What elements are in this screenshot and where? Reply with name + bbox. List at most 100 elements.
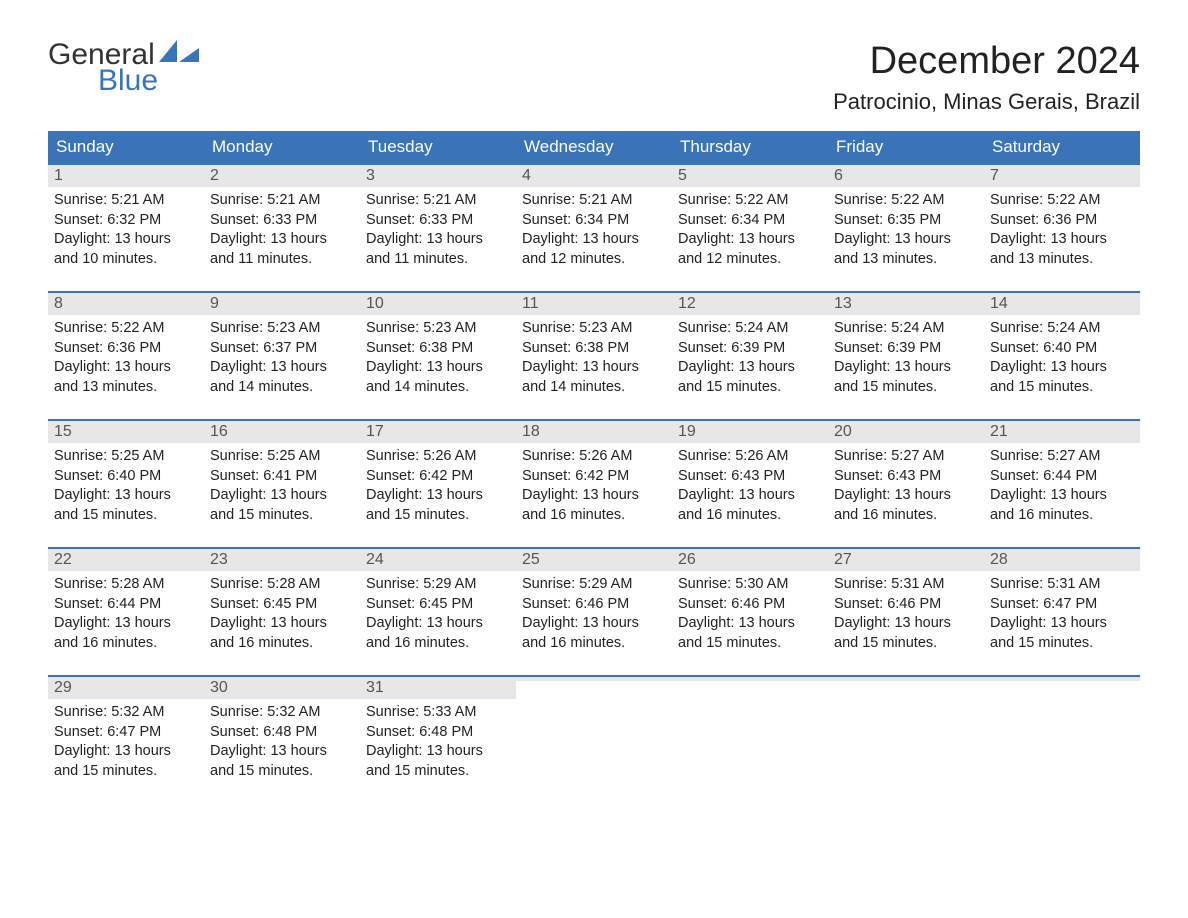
day-number: 5 (672, 165, 828, 187)
day-cell: 8Sunrise: 5:22 AM Sunset: 6:36 PM Daylig… (48, 293, 204, 405)
title-block: December 2024 Patrocinio, Minas Gerais, … (833, 40, 1140, 115)
day-header: Thursday (672, 131, 828, 163)
day-number: 4 (516, 165, 672, 187)
day-cell (672, 677, 828, 789)
day-body: Sunrise: 5:33 AM Sunset: 6:48 PM Dayligh… (360, 699, 516, 787)
day-cell: 18Sunrise: 5:26 AM Sunset: 6:42 PM Dayli… (516, 421, 672, 533)
day-body: Sunrise: 5:21 AM Sunset: 6:32 PM Dayligh… (48, 187, 204, 275)
day-body: Sunrise: 5:32 AM Sunset: 6:47 PM Dayligh… (48, 699, 204, 787)
day-cell (828, 677, 984, 789)
day-body: Sunrise: 5:23 AM Sunset: 6:37 PM Dayligh… (204, 315, 360, 403)
day-number: 16 (204, 421, 360, 443)
day-number: 20 (828, 421, 984, 443)
day-number: 29 (48, 677, 204, 699)
day-number (984, 677, 1140, 681)
day-number: 23 (204, 549, 360, 571)
day-body: Sunrise: 5:31 AM Sunset: 6:47 PM Dayligh… (984, 571, 1140, 659)
day-number: 26 (672, 549, 828, 571)
day-header: Sunday (48, 131, 204, 163)
day-cell: 28Sunrise: 5:31 AM Sunset: 6:47 PM Dayli… (984, 549, 1140, 661)
day-cell: 16Sunrise: 5:25 AM Sunset: 6:41 PM Dayli… (204, 421, 360, 533)
day-body: Sunrise: 5:23 AM Sunset: 6:38 PM Dayligh… (360, 315, 516, 403)
day-cell: 4Sunrise: 5:21 AM Sunset: 6:34 PM Daylig… (516, 165, 672, 277)
day-number: 9 (204, 293, 360, 315)
day-cell: 25Sunrise: 5:29 AM Sunset: 6:46 PM Dayli… (516, 549, 672, 661)
day-body: Sunrise: 5:29 AM Sunset: 6:46 PM Dayligh… (516, 571, 672, 659)
week-row: 1Sunrise: 5:21 AM Sunset: 6:32 PM Daylig… (48, 163, 1140, 277)
day-number: 10 (360, 293, 516, 315)
day-body: Sunrise: 5:24 AM Sunset: 6:39 PM Dayligh… (828, 315, 984, 403)
day-cell: 2Sunrise: 5:21 AM Sunset: 6:33 PM Daylig… (204, 165, 360, 277)
day-body: Sunrise: 5:21 AM Sunset: 6:34 PM Dayligh… (516, 187, 672, 275)
day-number: 3 (360, 165, 516, 187)
logo: General Blue (48, 40, 199, 96)
day-body: Sunrise: 5:30 AM Sunset: 6:46 PM Dayligh… (672, 571, 828, 659)
day-body: Sunrise: 5:29 AM Sunset: 6:45 PM Dayligh… (360, 571, 516, 659)
day-number: 17 (360, 421, 516, 443)
day-body: Sunrise: 5:28 AM Sunset: 6:45 PM Dayligh… (204, 571, 360, 659)
day-body: Sunrise: 5:26 AM Sunset: 6:42 PM Dayligh… (516, 443, 672, 531)
day-number (828, 677, 984, 681)
day-number (516, 677, 672, 681)
day-number: 15 (48, 421, 204, 443)
logo-text-blue: Blue (98, 66, 199, 96)
week-row: 8Sunrise: 5:22 AM Sunset: 6:36 PM Daylig… (48, 291, 1140, 405)
day-body: Sunrise: 5:24 AM Sunset: 6:39 PM Dayligh… (672, 315, 828, 403)
day-body: Sunrise: 5:25 AM Sunset: 6:41 PM Dayligh… (204, 443, 360, 531)
day-cell: 15Sunrise: 5:25 AM Sunset: 6:40 PM Dayli… (48, 421, 204, 533)
week-row: 29Sunrise: 5:32 AM Sunset: 6:47 PM Dayli… (48, 675, 1140, 789)
day-number: 12 (672, 293, 828, 315)
day-cell: 11Sunrise: 5:23 AM Sunset: 6:38 PM Dayli… (516, 293, 672, 405)
day-body: Sunrise: 5:22 AM Sunset: 6:36 PM Dayligh… (48, 315, 204, 403)
day-body: Sunrise: 5:27 AM Sunset: 6:44 PM Dayligh… (984, 443, 1140, 531)
day-number: 2 (204, 165, 360, 187)
day-cell: 22Sunrise: 5:28 AM Sunset: 6:44 PM Dayli… (48, 549, 204, 661)
day-cell: 24Sunrise: 5:29 AM Sunset: 6:45 PM Dayli… (360, 549, 516, 661)
day-body: Sunrise: 5:23 AM Sunset: 6:38 PM Dayligh… (516, 315, 672, 403)
day-number: 30 (204, 677, 360, 699)
day-number: 22 (48, 549, 204, 571)
day-cell: 9Sunrise: 5:23 AM Sunset: 6:37 PM Daylig… (204, 293, 360, 405)
month-title: December 2024 (833, 40, 1140, 83)
day-header: Tuesday (360, 131, 516, 163)
day-cell: 31Sunrise: 5:33 AM Sunset: 6:48 PM Dayli… (360, 677, 516, 789)
day-number: 11 (516, 293, 672, 315)
day-number: 14 (984, 293, 1140, 315)
day-cell: 26Sunrise: 5:30 AM Sunset: 6:46 PM Dayli… (672, 549, 828, 661)
day-cell: 29Sunrise: 5:32 AM Sunset: 6:47 PM Dayli… (48, 677, 204, 789)
day-body: Sunrise: 5:21 AM Sunset: 6:33 PM Dayligh… (204, 187, 360, 275)
day-body: Sunrise: 5:26 AM Sunset: 6:42 PM Dayligh… (360, 443, 516, 531)
day-number: 7 (984, 165, 1140, 187)
day-cell: 27Sunrise: 5:31 AM Sunset: 6:46 PM Dayli… (828, 549, 984, 661)
day-number: 21 (984, 421, 1140, 443)
day-body: Sunrise: 5:25 AM Sunset: 6:40 PM Dayligh… (48, 443, 204, 531)
day-body: Sunrise: 5:26 AM Sunset: 6:43 PM Dayligh… (672, 443, 828, 531)
day-header: Wednesday (516, 131, 672, 163)
day-number: 27 (828, 549, 984, 571)
day-cell: 5Sunrise: 5:22 AM Sunset: 6:34 PM Daylig… (672, 165, 828, 277)
day-cell: 20Sunrise: 5:27 AM Sunset: 6:43 PM Dayli… (828, 421, 984, 533)
day-header: Saturday (984, 131, 1140, 163)
day-cell: 30Sunrise: 5:32 AM Sunset: 6:48 PM Dayli… (204, 677, 360, 789)
day-cell (984, 677, 1140, 789)
day-header: Friday (828, 131, 984, 163)
day-cell: 13Sunrise: 5:24 AM Sunset: 6:39 PM Dayli… (828, 293, 984, 405)
day-cell: 10Sunrise: 5:23 AM Sunset: 6:38 PM Dayli… (360, 293, 516, 405)
week-row: 22Sunrise: 5:28 AM Sunset: 6:44 PM Dayli… (48, 547, 1140, 661)
header: General Blue December 2024 Patrocinio, M… (48, 40, 1140, 115)
day-body: Sunrise: 5:27 AM Sunset: 6:43 PM Dayligh… (828, 443, 984, 531)
day-number: 25 (516, 549, 672, 571)
sail-icon (159, 40, 199, 68)
day-cell (516, 677, 672, 789)
day-cell: 1Sunrise: 5:21 AM Sunset: 6:32 PM Daylig… (48, 165, 204, 277)
day-number (672, 677, 828, 681)
day-number: 18 (516, 421, 672, 443)
day-cell: 12Sunrise: 5:24 AM Sunset: 6:39 PM Dayli… (672, 293, 828, 405)
day-cell: 23Sunrise: 5:28 AM Sunset: 6:45 PM Dayli… (204, 549, 360, 661)
day-number: 8 (48, 293, 204, 315)
day-cell: 6Sunrise: 5:22 AM Sunset: 6:35 PM Daylig… (828, 165, 984, 277)
day-body: Sunrise: 5:22 AM Sunset: 6:36 PM Dayligh… (984, 187, 1140, 275)
day-body: Sunrise: 5:22 AM Sunset: 6:34 PM Dayligh… (672, 187, 828, 275)
day-body: Sunrise: 5:28 AM Sunset: 6:44 PM Dayligh… (48, 571, 204, 659)
day-cell: 14Sunrise: 5:24 AM Sunset: 6:40 PM Dayli… (984, 293, 1140, 405)
